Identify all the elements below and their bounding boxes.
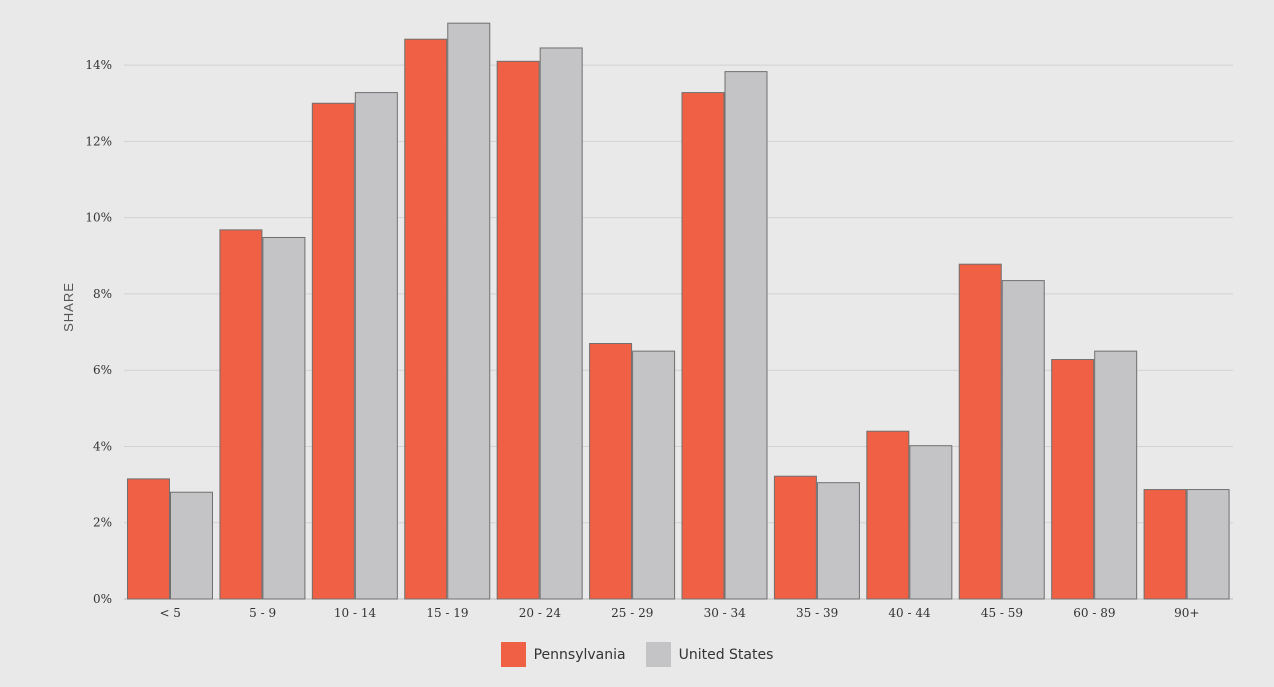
bar-united-states[interactable] [447, 22, 491, 600]
bar-united-states[interactable] [724, 71, 768, 600]
legend-label-pennsylvania: Pennsylvania [533, 646, 626, 663]
y-tick-label: 2% [93, 516, 112, 530]
grid-lines [124, 64, 1233, 600]
x-axis: < 5 5 - 9 10 - 14 15 - 19 20 - 24 25 - 29 30 -… [159, 606, 1199, 620]
x-tick-label: 30 - 34 [704, 606, 747, 620]
x-tick-label: 45 - 59 [981, 606, 1023, 620]
y-tick-label: 6% [93, 363, 112, 377]
legend: Pennsylvania United States [0, 642, 1274, 667]
y-tick-label: 14% [85, 58, 112, 72]
x-tick-label: 90+ [1174, 606, 1199, 620]
bars [127, 22, 1230, 600]
bar-pennsylvania[interactable] [958, 263, 1002, 600]
legend-item-pennsylvania[interactable]: Pennsylvania [500, 642, 626, 667]
bar-united-states[interactable] [539, 47, 583, 600]
legend-swatch-pennsylvania [500, 642, 526, 667]
x-tick-label: 20 - 24 [519, 606, 562, 620]
legend-item-united-states[interactable]: United States [645, 642, 774, 667]
x-tick-label: 5 - 9 [249, 606, 276, 620]
y-axis: 0% 2% 4% 6% 8% 10% 12% 14% [85, 58, 112, 606]
bar-pennsylvania[interactable] [311, 102, 355, 600]
x-tick-label: 60 - 89 [1073, 606, 1115, 620]
bar-pennsylvania[interactable] [1051, 359, 1095, 600]
bar-pennsylvania[interactable] [1143, 489, 1187, 600]
y-axis-title: SHARE [61, 282, 76, 332]
bar-united-states[interactable] [1186, 489, 1230, 600]
bar-united-states[interactable] [1001, 280, 1045, 600]
legend-swatch-united-states [645, 642, 671, 667]
legend-label-united-states: United States [678, 646, 774, 663]
bar-united-states[interactable] [632, 350, 676, 600]
bar-united-states[interactable] [262, 236, 306, 600]
y-tick-label: 12% [85, 134, 112, 148]
x-tick-label: < 5 [159, 606, 181, 620]
x-tick-label: 35 - 39 [796, 606, 838, 620]
y-tick-label: 8% [93, 287, 112, 301]
bar-chart: 0% 2% 4% 6% 8% 10% 12% 14% SHARE < 5 5 - 9 10 - 1… [61, 22, 1233, 620]
x-tick-label: 40 - 44 [888, 606, 931, 620]
bar-pennsylvania[interactable] [496, 60, 540, 600]
bar-pennsylvania[interactable] [681, 92, 725, 600]
bar-pennsylvania[interactable] [589, 343, 633, 600]
bar-pennsylvania[interactable] [866, 430, 910, 600]
bar-pennsylvania[interactable] [773, 475, 817, 600]
bar-pennsylvania[interactable] [404, 38, 448, 600]
y-tick-label: 4% [93, 439, 112, 453]
bar-united-states[interactable] [1094, 350, 1138, 600]
x-tick-label: 10 - 14 [334, 606, 377, 620]
x-tick-label: 15 - 19 [426, 606, 468, 620]
x-tick-label: 25 - 29 [611, 606, 653, 620]
bar-united-states[interactable] [909, 445, 953, 600]
bar-pennsylvania[interactable] [127, 478, 170, 600]
bar-pennsylvania[interactable] [219, 229, 263, 600]
bar-united-states[interactable] [170, 491, 213, 600]
bar-united-states[interactable] [354, 92, 398, 600]
y-tick-label: 10% [85, 211, 112, 225]
y-tick-label: 0% [93, 592, 112, 606]
bar-united-states[interactable] [816, 482, 860, 600]
